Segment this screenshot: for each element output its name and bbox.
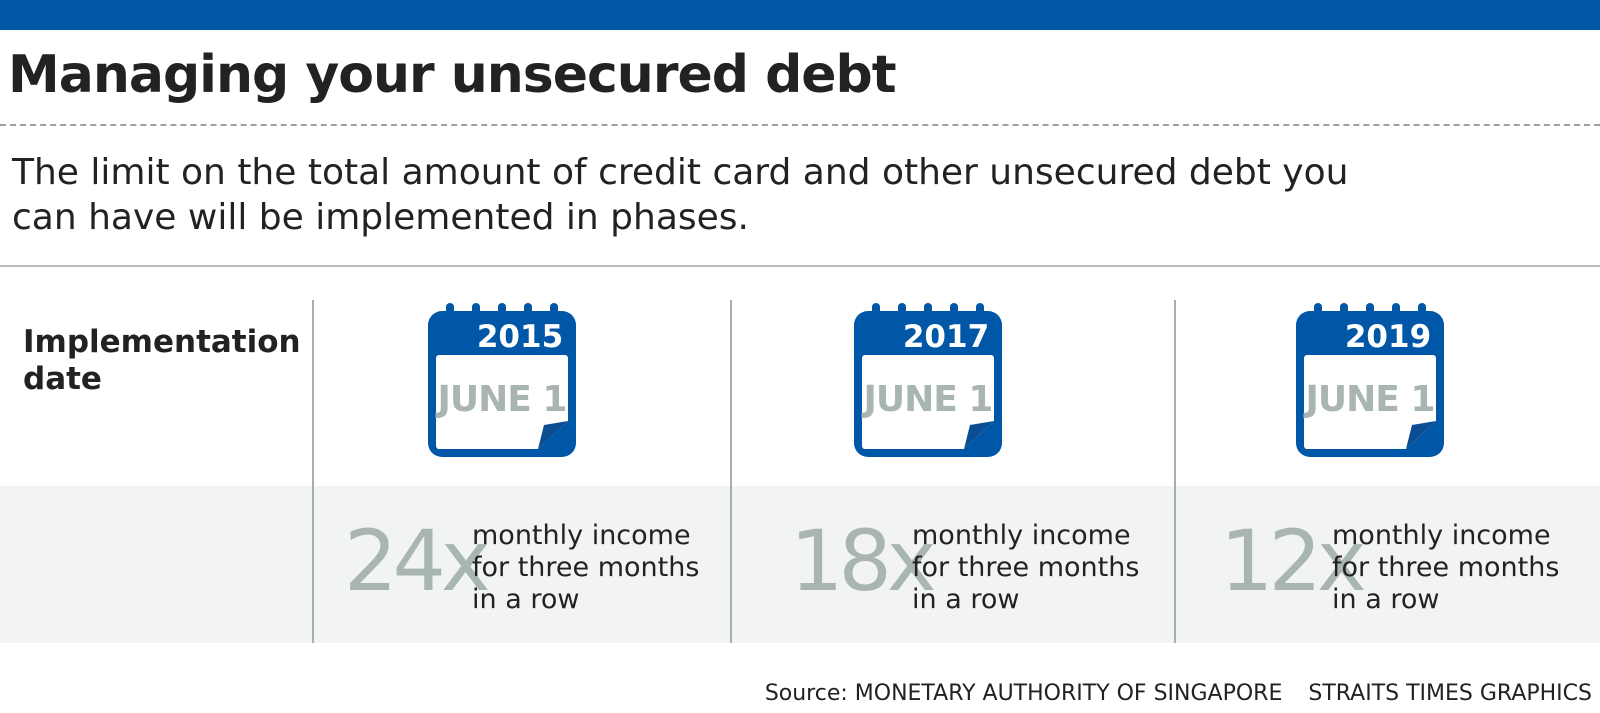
phase-year: 2019: [1344, 319, 1432, 355]
phase-day: JUNE 1: [1305, 379, 1436, 420]
footer: Source: MONETARY AUTHORITY OF SINGAPORE S…: [765, 680, 1592, 708]
title-divider: [0, 124, 1600, 126]
debt-limit-multiplier: 12x: [1220, 512, 1367, 610]
debt-limit-description: monthly income for three months in a row: [1332, 520, 1560, 615]
graphics-credit: STRAITS TIMES GRAPHICS: [1308, 681, 1592, 706]
column-separator: [312, 300, 314, 643]
column-separator: [1174, 300, 1176, 643]
source-note: Source: MONETARY AUTHORITY OF SINGAPORE: [764, 681, 1283, 706]
phase-day: JUNE 1: [437, 379, 568, 420]
phase-year: 2017: [902, 319, 990, 355]
limit-row-background: [0, 486, 1600, 643]
page-title: Managing your unsecured debt: [8, 45, 897, 105]
calendar-icon: [854, 303, 1002, 457]
section-divider: [0, 265, 1600, 267]
debt-limit-multiplier: 18x: [790, 512, 937, 610]
debt-limit-description: monthly income for three months in a row: [912, 520, 1140, 615]
debt-limit-multiplier: 24x: [344, 512, 491, 610]
debt-limit-description: monthly income for three months in a row: [472, 520, 700, 615]
top-accent-bar: [0, 0, 1600, 30]
implementation-date-label: Implementation date: [23, 324, 301, 397]
page-subtitle: The limit on the total amount of credit …: [12, 152, 1349, 238]
column-separator: [730, 300, 732, 643]
calendar-icon: [428, 303, 576, 457]
phase-day: JUNE 1: [863, 379, 994, 420]
phase-year: 2015: [476, 319, 564, 355]
calendar-icon: [1296, 303, 1444, 457]
